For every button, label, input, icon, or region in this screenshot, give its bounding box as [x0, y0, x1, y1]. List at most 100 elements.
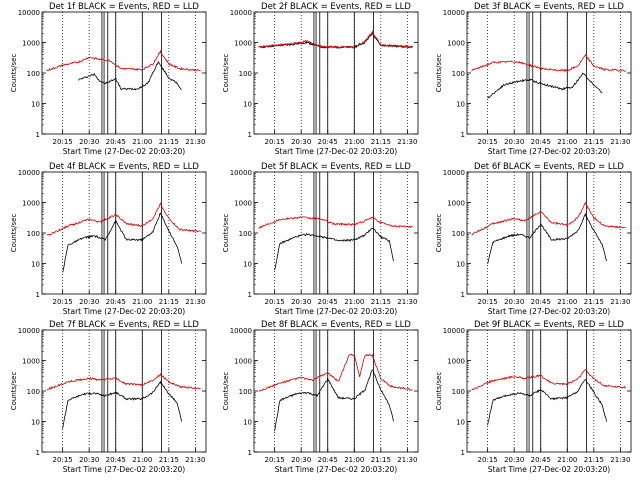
x-tick-label: 21:15 [159, 138, 179, 146]
plot-frame [41, 171, 207, 295]
y-tick-label: 1 [36, 449, 40, 457]
y-tick-label: 1 [36, 131, 40, 139]
x-tick-label: 21:30 [185, 456, 205, 464]
x-tick-label: 20:30 [504, 456, 524, 464]
chart-title: Det 1f BLACK = Events, RED = LLD [49, 2, 199, 12]
y-axis-label: Counts/sec [435, 54, 443, 93]
x-tick-label: 21:30 [610, 298, 630, 306]
x-tick-label: 21:00 [344, 456, 364, 464]
y-axis-label: Counts/sec [222, 54, 230, 93]
series-line-lld [471, 53, 626, 73]
y-tick-label: 10000 [443, 9, 465, 17]
x-tick-label: 21:15 [584, 138, 604, 146]
plot-frame [253, 11, 419, 135]
y-tick-label: 100 [452, 388, 465, 396]
y-tick-label: 10 [31, 261, 40, 269]
chart-title: Det 2f BLACK = Events, RED = LLD [261, 2, 411, 12]
x-axis-label: Start Time (27-Dec-02 20:03:20) [275, 147, 397, 156]
x-tick-label: 21:00 [132, 298, 152, 306]
y-tick-label: 10000 [443, 327, 465, 335]
y-tick-label: 10 [243, 101, 252, 109]
x-tick-label: 21:00 [132, 138, 152, 146]
plot-frame [41, 11, 207, 135]
x-tick-label: 20:30 [79, 138, 99, 146]
y-tick-label: 1000 [447, 358, 465, 366]
plot-frame [253, 171, 419, 295]
y-tick-label: 1 [248, 291, 252, 299]
x-tick-label: 20:15 [478, 298, 498, 306]
x-tick-label: 20:15 [53, 456, 73, 464]
x-tick-label: 21:30 [397, 138, 417, 146]
y-tick-label: 1000 [234, 40, 252, 48]
y-tick-label: 1 [248, 131, 252, 139]
y-tick-label: 100 [239, 230, 252, 238]
x-tick-label: 20:30 [504, 138, 524, 146]
series-line-lld [46, 202, 202, 236]
chart-title: Det 3f BLACK = Events, RED = LLD [474, 2, 624, 12]
series-line-lld [471, 201, 626, 236]
y-tick-label: 1000 [22, 40, 40, 48]
series-line-events [78, 60, 182, 91]
x-tick-label: 21:15 [371, 298, 391, 306]
y-tick-label: 10 [31, 419, 40, 427]
y-tick-label: 10000 [18, 169, 40, 177]
x-tick-label: 21:30 [397, 298, 417, 306]
series-line-events [274, 227, 394, 271]
chart-title: Det 7f BLACK = Events, RED = LLD [49, 320, 199, 330]
x-axis-label: Start Time (27-Dec-02 20:03:20) [488, 307, 610, 316]
chart-panel-7: Det 7f BLACK = Events, RED = LLD 1 10 100 10… [10, 320, 207, 474]
x-axis-label: Start Time (27-Dec-02 20:03:20) [275, 465, 397, 474]
y-tick-label: 10000 [230, 169, 252, 177]
y-tick-label: 1 [461, 291, 465, 299]
x-tick-label: 20:15 [265, 138, 285, 146]
x-tick-label: 20:15 [265, 456, 285, 464]
y-axis-label: Counts/sec [222, 372, 230, 411]
x-axis-label: Start Time (27-Dec-02 20:03:20) [63, 307, 185, 316]
x-axis-label: Start Time (27-Dec-02 20:03:20) [275, 307, 397, 316]
y-tick-label: 10000 [443, 169, 465, 177]
x-tick-label: 20:15 [265, 298, 285, 306]
plot-frame [466, 329, 632, 453]
y-tick-label: 100 [239, 388, 252, 396]
y-axis-label: Counts/sec [10, 214, 18, 253]
series-line-lld [258, 215, 413, 229]
x-tick-label: 20:45 [318, 456, 338, 464]
x-tick-label: 20:30 [291, 138, 311, 146]
y-axis-label: Counts/sec [222, 214, 230, 253]
y-tick-label: 1 [461, 449, 465, 457]
x-tick-label: 20:45 [106, 138, 126, 146]
x-tick-label: 21:30 [610, 138, 630, 146]
x-tick-label: 20:45 [531, 138, 551, 146]
y-tick-label: 100 [27, 388, 40, 396]
y-tick-label: 100 [239, 70, 252, 78]
x-tick-label: 21:15 [584, 298, 604, 306]
y-tick-label: 1000 [234, 200, 252, 208]
x-tick-label: 21:00 [557, 456, 577, 464]
chart-panel-8: Det 8f BLACK = Events, RED = LLD 1 10 100 10… [222, 320, 419, 474]
x-tick-label: 20:30 [79, 456, 99, 464]
x-tick-label: 20:30 [79, 298, 99, 306]
chart-title: Det 8f BLACK = Events, RED = LLD [261, 320, 411, 330]
series-line-events [487, 72, 603, 99]
x-tick-label: 21:15 [584, 456, 604, 464]
x-tick-label: 20:15 [478, 138, 498, 146]
chart-title: Det 5f BLACK = Events, RED = LLD [261, 162, 411, 172]
chart-panel-1: Det 1f BLACK = Events, RED = LLD 1 10 100 10… [10, 2, 207, 156]
chart-panel-5: Det 5f BLACK = Events, RED = LLD 1 10 100 10… [222, 162, 419, 316]
x-tick-label: 20:30 [291, 456, 311, 464]
y-axis-label: Counts/sec [10, 54, 18, 93]
y-tick-label: 1 [461, 131, 465, 139]
y-tick-label: 10 [243, 261, 252, 269]
y-tick-label: 10 [456, 261, 465, 269]
y-tick-label: 10000 [18, 327, 40, 335]
chart-title: Det 4f BLACK = Events, RED = LLD [49, 162, 199, 172]
x-tick-label: 20:45 [106, 456, 126, 464]
series-line-lld [46, 372, 201, 391]
series-line-events [62, 212, 182, 273]
y-tick-label: 100 [27, 230, 40, 238]
y-tick-label: 1 [248, 449, 252, 457]
x-tick-label: 21:15 [159, 298, 179, 306]
plot-frame [466, 171, 632, 295]
series-line-events [487, 212, 607, 264]
series-line-lld [471, 368, 626, 391]
